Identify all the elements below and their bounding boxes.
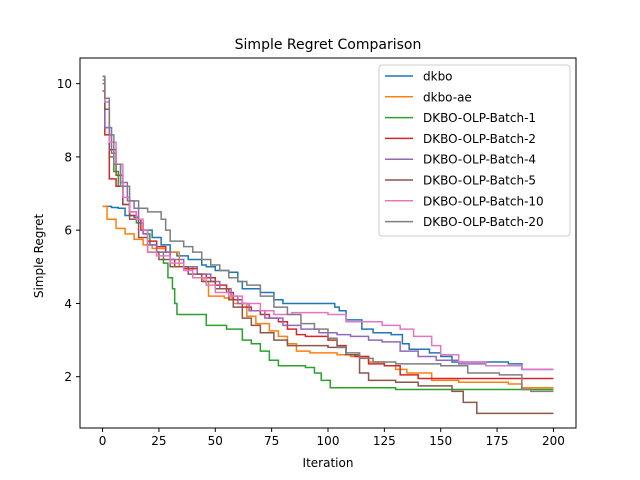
x-tick-label: 100 — [317, 434, 340, 448]
plot-area — [102, 75, 554, 415]
legend-label: DKBO-OLP-Batch-4 — [423, 153, 536, 167]
y-tick-label: 4 — [64, 297, 72, 311]
legend-label: DKBO-OLP-Batch-2 — [423, 132, 536, 146]
legend-label: DKBO-OLP-Batch-10 — [423, 194, 544, 208]
x-axis-label: Iteration — [303, 456, 354, 470]
x-tick-label: 200 — [542, 434, 565, 448]
series-line-dkbo-olp-batch-10 — [102, 79, 554, 371]
legend-label: DKBO-OLP-Batch-5 — [423, 174, 536, 188]
chart-title: Simple Regret Comparison — [235, 37, 422, 53]
y-tick-label: 6 — [64, 224, 72, 238]
x-axis: 0 25 50 75 100 125 150 175 200 — [99, 428, 565, 448]
x-tick-label: 175 — [486, 434, 509, 448]
legend-label: DKBO-OLP-Batch-1 — [423, 111, 536, 125]
series-line-dkbo-olp-batch-5 — [102, 75, 554, 415]
legend-label: DKBO-OLP-Batch-20 — [423, 215, 544, 229]
plot-frame — [79, 57, 577, 429]
legend-label: dkbo-ae — [423, 90, 472, 104]
series-line-dkbo-olp-batch-20 — [102, 75, 554, 393]
legend-box — [378, 64, 571, 237]
x-tick-label: 75 — [264, 434, 279, 448]
y-axis-label: Simple Regret — [32, 214, 46, 299]
legend: dkbo dkbo-ae DKBO-OLP-Batch-1 DKBO-OLP-Batc… — [378, 64, 571, 237]
series-line-dkbo-ae — [102, 205, 554, 389]
y-axis: 2 4 6 8 10 — [57, 77, 80, 384]
x-tick-label: 25 — [151, 434, 166, 448]
y-tick-label: 2 — [64, 370, 72, 384]
x-tick-label: 125 — [373, 434, 396, 448]
x-tick-label: 0 — [99, 434, 107, 448]
y-tick-label: 10 — [57, 77, 72, 91]
x-tick-label: 50 — [208, 434, 223, 448]
y-tick-label: 8 — [64, 150, 72, 164]
x-tick-label: 150 — [429, 434, 452, 448]
legend-label: dkbo — [423, 70, 453, 84]
